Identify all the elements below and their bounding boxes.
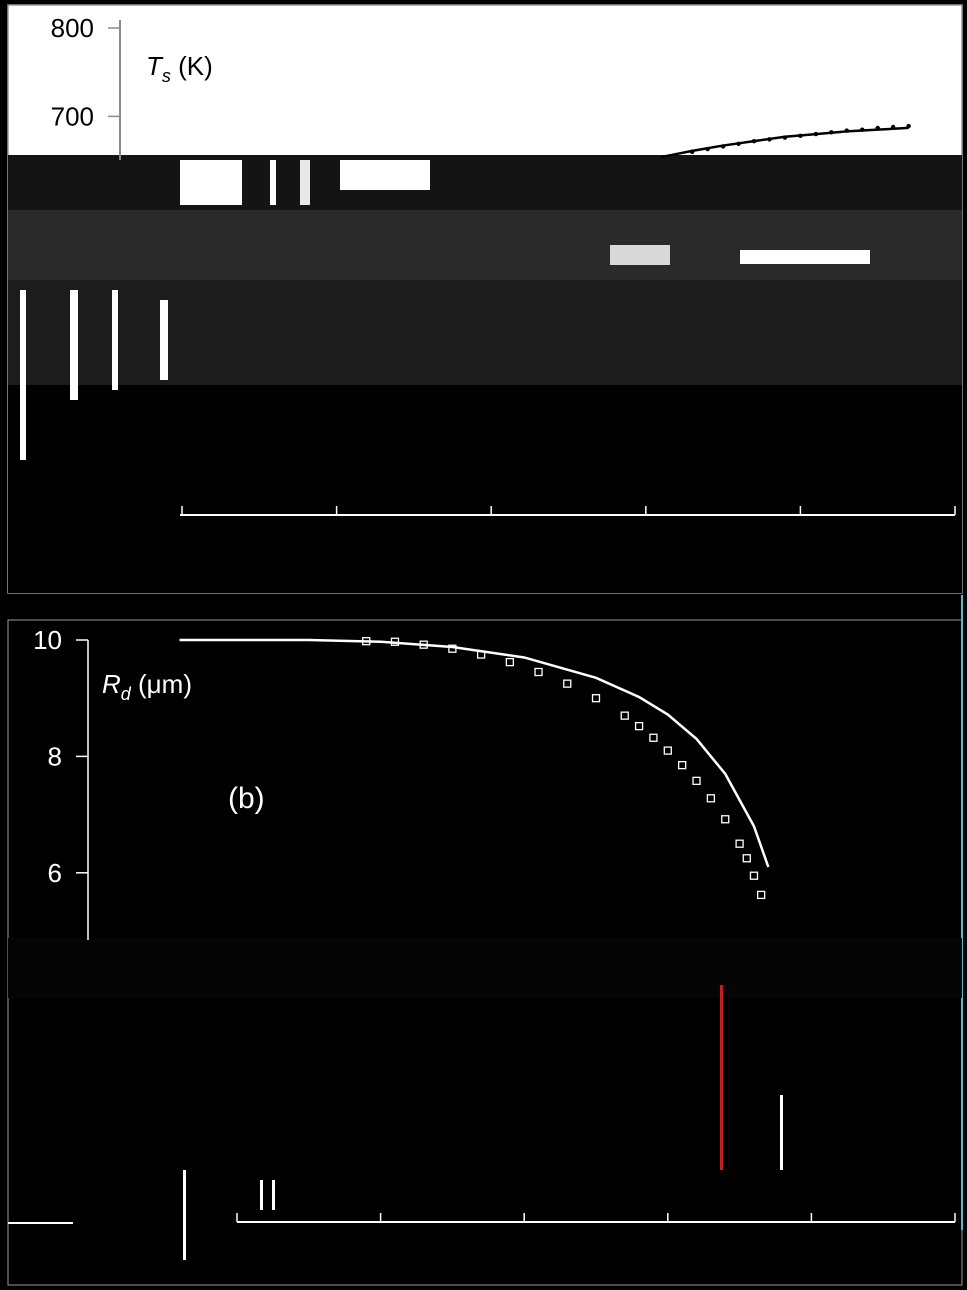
panel-b: 10 8 6 Rd (μm) (b) [7, 595, 963, 1286]
data-point [634, 721, 644, 731]
noise-stripe [272, 1180, 275, 1210]
noise-stripe [180, 160, 242, 205]
series-line [661, 126, 909, 159]
data-point [756, 890, 766, 900]
data-point [663, 746, 672, 755]
data-point [692, 776, 701, 785]
noise-stripe [610, 245, 670, 265]
y-tick-label: 800 [51, 13, 94, 43]
noise-stripe [8, 1222, 73, 1224]
noise-stripe [300, 160, 310, 205]
noise-stripe [780, 1095, 783, 1170]
panel-label: (b) [228, 782, 265, 815]
data-point [534, 667, 543, 677]
data-point [678, 760, 687, 770]
series-line [179, 638, 770, 868]
noise-band-a1 [8, 155, 962, 210]
data-point [735, 839, 744, 848]
noise-stripe [270, 160, 276, 205]
noise-stripe [740, 250, 870, 264]
y-tick-label: 700 [51, 101, 94, 131]
data-point [505, 657, 514, 667]
y-axis-label: Ts (K) [146, 51, 213, 86]
noise-stripe [20, 290, 26, 460]
noise-band-a3 [8, 280, 962, 385]
data-point [742, 854, 751, 863]
noise-stripe [183, 1170, 186, 1260]
y-tick-label: 8 [48, 741, 62, 771]
data-point [706, 794, 716, 803]
y-tick-label: 10 [33, 625, 62, 655]
noise-stripe [340, 160, 430, 190]
y-axis-label: Rd (μm) [102, 669, 192, 704]
data-point [749, 871, 759, 880]
noise-stripe [70, 290, 78, 400]
noise-stripe [160, 300, 168, 380]
noise-band-a2 [8, 210, 962, 280]
y-tick-label: 6 [48, 858, 62, 888]
data-point [721, 815, 730, 824]
panel-a: 800 700 Ts (K) [7, 4, 963, 594]
noise-band-a4 [8, 385, 962, 593]
data-point [591, 694, 601, 703]
data-point [563, 679, 572, 688]
data-point [620, 711, 629, 720]
noise-band-b1 [8, 938, 962, 998]
data-point [649, 733, 658, 742]
noise-stripe [720, 985, 723, 1170]
noise-stripe [112, 290, 118, 390]
noise-stripe [260, 1180, 263, 1210]
